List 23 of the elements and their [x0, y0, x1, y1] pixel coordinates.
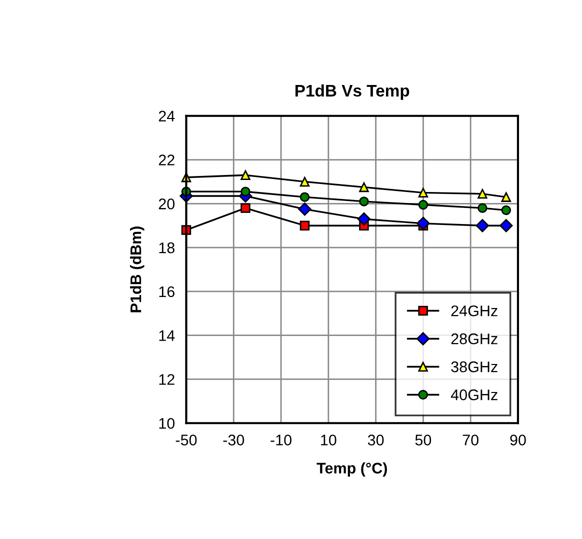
y-tick-label: 18 — [159, 242, 174, 254]
x-tick-label: -50 — [176, 434, 197, 446]
legend-label: 28GHz — [451, 333, 498, 344]
chart-title: P1dB Vs Temp — [295, 84, 410, 100]
y-tick-label: 12 — [159, 374, 174, 385]
legend-label: 38GHz — [451, 361, 498, 372]
x-tick-label: 30 — [368, 434, 384, 446]
y-tick-label: 14 — [159, 330, 175, 341]
x-tick-label: -10 — [270, 434, 292, 446]
x-tick-label: 50 — [415, 434, 432, 446]
legend-label: 40GHz — [450, 389, 498, 400]
x-tick-label: 70 — [462, 434, 478, 446]
y-tick-label: 20 — [158, 198, 175, 210]
legend-label: 24GHz — [451, 305, 498, 316]
y-tick-label: 16 — [159, 286, 174, 298]
y-tick-label: 24 — [158, 110, 175, 122]
x-axis-title: Temp (°C) — [316, 462, 387, 477]
y-tick-label: 10 — [159, 418, 175, 429]
x-tick-label: 10 — [321, 434, 336, 446]
y-axis-title: P1dB (dBm) — [130, 226, 144, 312]
x-tick-label: -30 — [223, 434, 244, 446]
x-tick-label: 90 — [510, 434, 526, 446]
y-tick-label: 22 — [158, 154, 174, 166]
